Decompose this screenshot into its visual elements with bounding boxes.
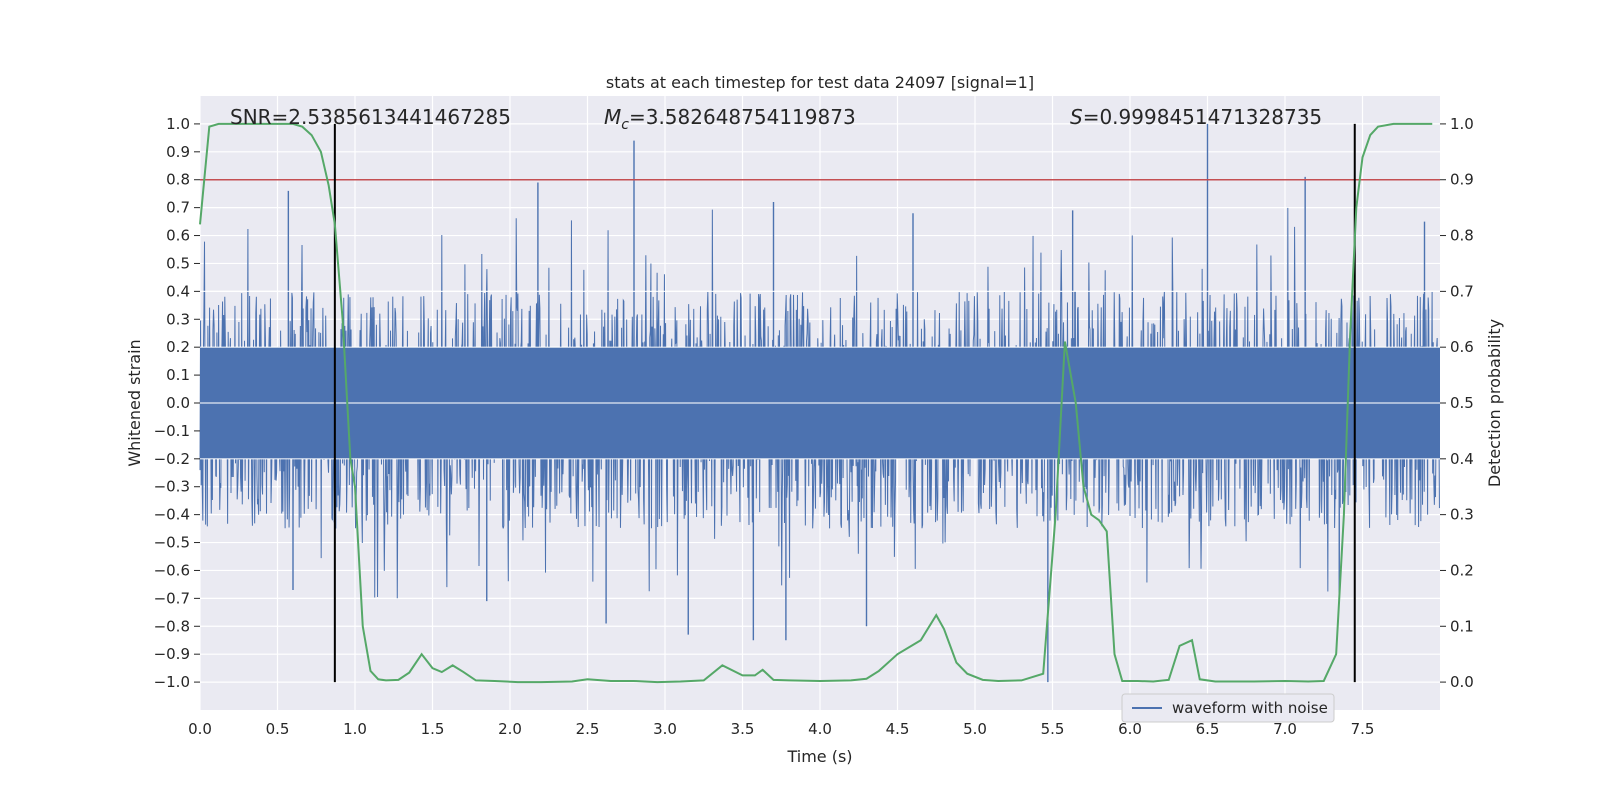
snr-annotation: SNR=2.5385613441467285 (230, 105, 511, 129)
y-left-tick-label: 0.6 (166, 227, 190, 245)
y-right-tick-label: 0.8 (1450, 227, 1474, 245)
y-left-tick-label: −0.6 (154, 561, 190, 579)
x-axis-label: Time (s) (786, 747, 852, 766)
score-annotation: S=0.9998451471328735 (1070, 105, 1322, 129)
y-axis-label-left: Whitened strain (125, 339, 144, 466)
vertical-markers (333, 123, 1356, 683)
y-right-tick-label: 0.4 (1450, 450, 1474, 468)
y-right-tick-label: 0.5 (1450, 394, 1474, 412)
x-tick-label: 5.5 (1041, 720, 1065, 738)
y-left-tick-label: −0.3 (154, 478, 190, 496)
x-tick-label: 3.5 (731, 720, 755, 738)
y-left-tick-label: 0.4 (166, 282, 190, 300)
chirp-mass-value: =3.582648754119873 (629, 105, 856, 129)
y-right-tick-label: 0.2 (1450, 561, 1474, 579)
chart-title: stats at each timestep for test data 240… (606, 73, 1034, 92)
y-left-tick-label: −0.7 (154, 589, 190, 607)
y-left-tick-label: −0.1 (154, 422, 190, 440)
y-right-tick-label: 0.1 (1450, 617, 1474, 635)
y-left-tick-label: −1.0 (154, 673, 190, 691)
x-tick-label: 2.0 (498, 720, 522, 738)
x-tick-label: 5.0 (963, 720, 987, 738)
x-tick-label: 6.0 (1118, 720, 1142, 738)
y-left-tick-label: 0.9 (166, 143, 190, 161)
y-left-tick-label: 0.5 (166, 254, 190, 272)
legend-label: waveform with noise (1172, 699, 1328, 717)
x-tick-label: 1.5 (421, 720, 445, 738)
y-axis-label-right: Detection probability (1485, 319, 1504, 487)
x-tick-label: 4.0 (808, 720, 832, 738)
x-tick-labels: 0.0 0.5 1.0 1.5 2.0 2.5 3.0 3.5 4.0 4.5 5.0 5.5 6.0 6… (188, 720, 1374, 738)
y-right-tick-label: 0.6 (1450, 338, 1474, 356)
y-right-tick-label: 0.0 (1450, 673, 1474, 691)
y-right-tick-label: 1.0 (1450, 115, 1474, 133)
x-tick-label: 7.5 (1351, 720, 1375, 738)
chirp-mass-subscript: c (621, 117, 629, 133)
x-tick-label: 6.5 (1196, 720, 1220, 738)
waveform-series (199, 123, 1440, 683)
y-left-tick-label: −0.4 (154, 506, 190, 524)
y-left-tick-label: 0.2 (166, 338, 190, 356)
x-tick-label: 0.5 (266, 720, 290, 738)
x-tick-label: 3.0 (653, 720, 677, 738)
score-value: =0.9998451471328735 (1083, 105, 1322, 129)
y-right-tick-labels: 1.0 0.9 0.8 0.7 0.6 0.5 0.4 0.3 0.2 0.1 0.0 (1440, 115, 1474, 691)
x-tick-label: 2.5 (576, 720, 600, 738)
y-left-tick-label: 0.0 (166, 394, 190, 412)
score-symbol: S (1070, 105, 1083, 129)
y-left-tick-label: −0.8 (154, 617, 190, 635)
y-left-tick-label: 0.8 (166, 171, 190, 189)
x-tick-label: 4.5 (886, 720, 910, 738)
legend-box (1121, 693, 1335, 723)
y-left-tick-label: −0.2 (154, 450, 190, 468)
y-left-tick-label: −0.9 (154, 645, 190, 663)
x-tick-label: 7.0 (1273, 720, 1297, 738)
detection-probability-series (199, 122, 1433, 684)
y-right-tick-label: 0.7 (1450, 282, 1474, 300)
y-right-tick-label: 0.9 (1450, 171, 1474, 189)
x-tick-label: 0.0 (188, 720, 212, 738)
y-left-tick-label: 1.0 (166, 115, 190, 133)
chirp-mass-annotation: Mc=3.582648754119873 (604, 105, 856, 133)
y-left-tick-label: 0.7 (166, 199, 190, 217)
y-left-tick-label: 0.1 (166, 366, 190, 384)
chirp-mass-symbol: M (604, 105, 621, 129)
x-tick-label: 1.0 (343, 720, 367, 738)
y-left-tick-label: 0.3 (166, 310, 190, 328)
y-left-tick-labels: 1.0 0.9 0.8 0.7 0.6 0.5 0.4 0.3 0.2 0.1 0.0 −0.1 −0.… (154, 115, 200, 691)
legend: waveform with noise (1121, 693, 1335, 723)
detection-probability-line (199, 122, 1433, 684)
y-left-tick-label: −0.5 (154, 534, 190, 552)
y-right-tick-label: 0.3 (1450, 506, 1474, 524)
